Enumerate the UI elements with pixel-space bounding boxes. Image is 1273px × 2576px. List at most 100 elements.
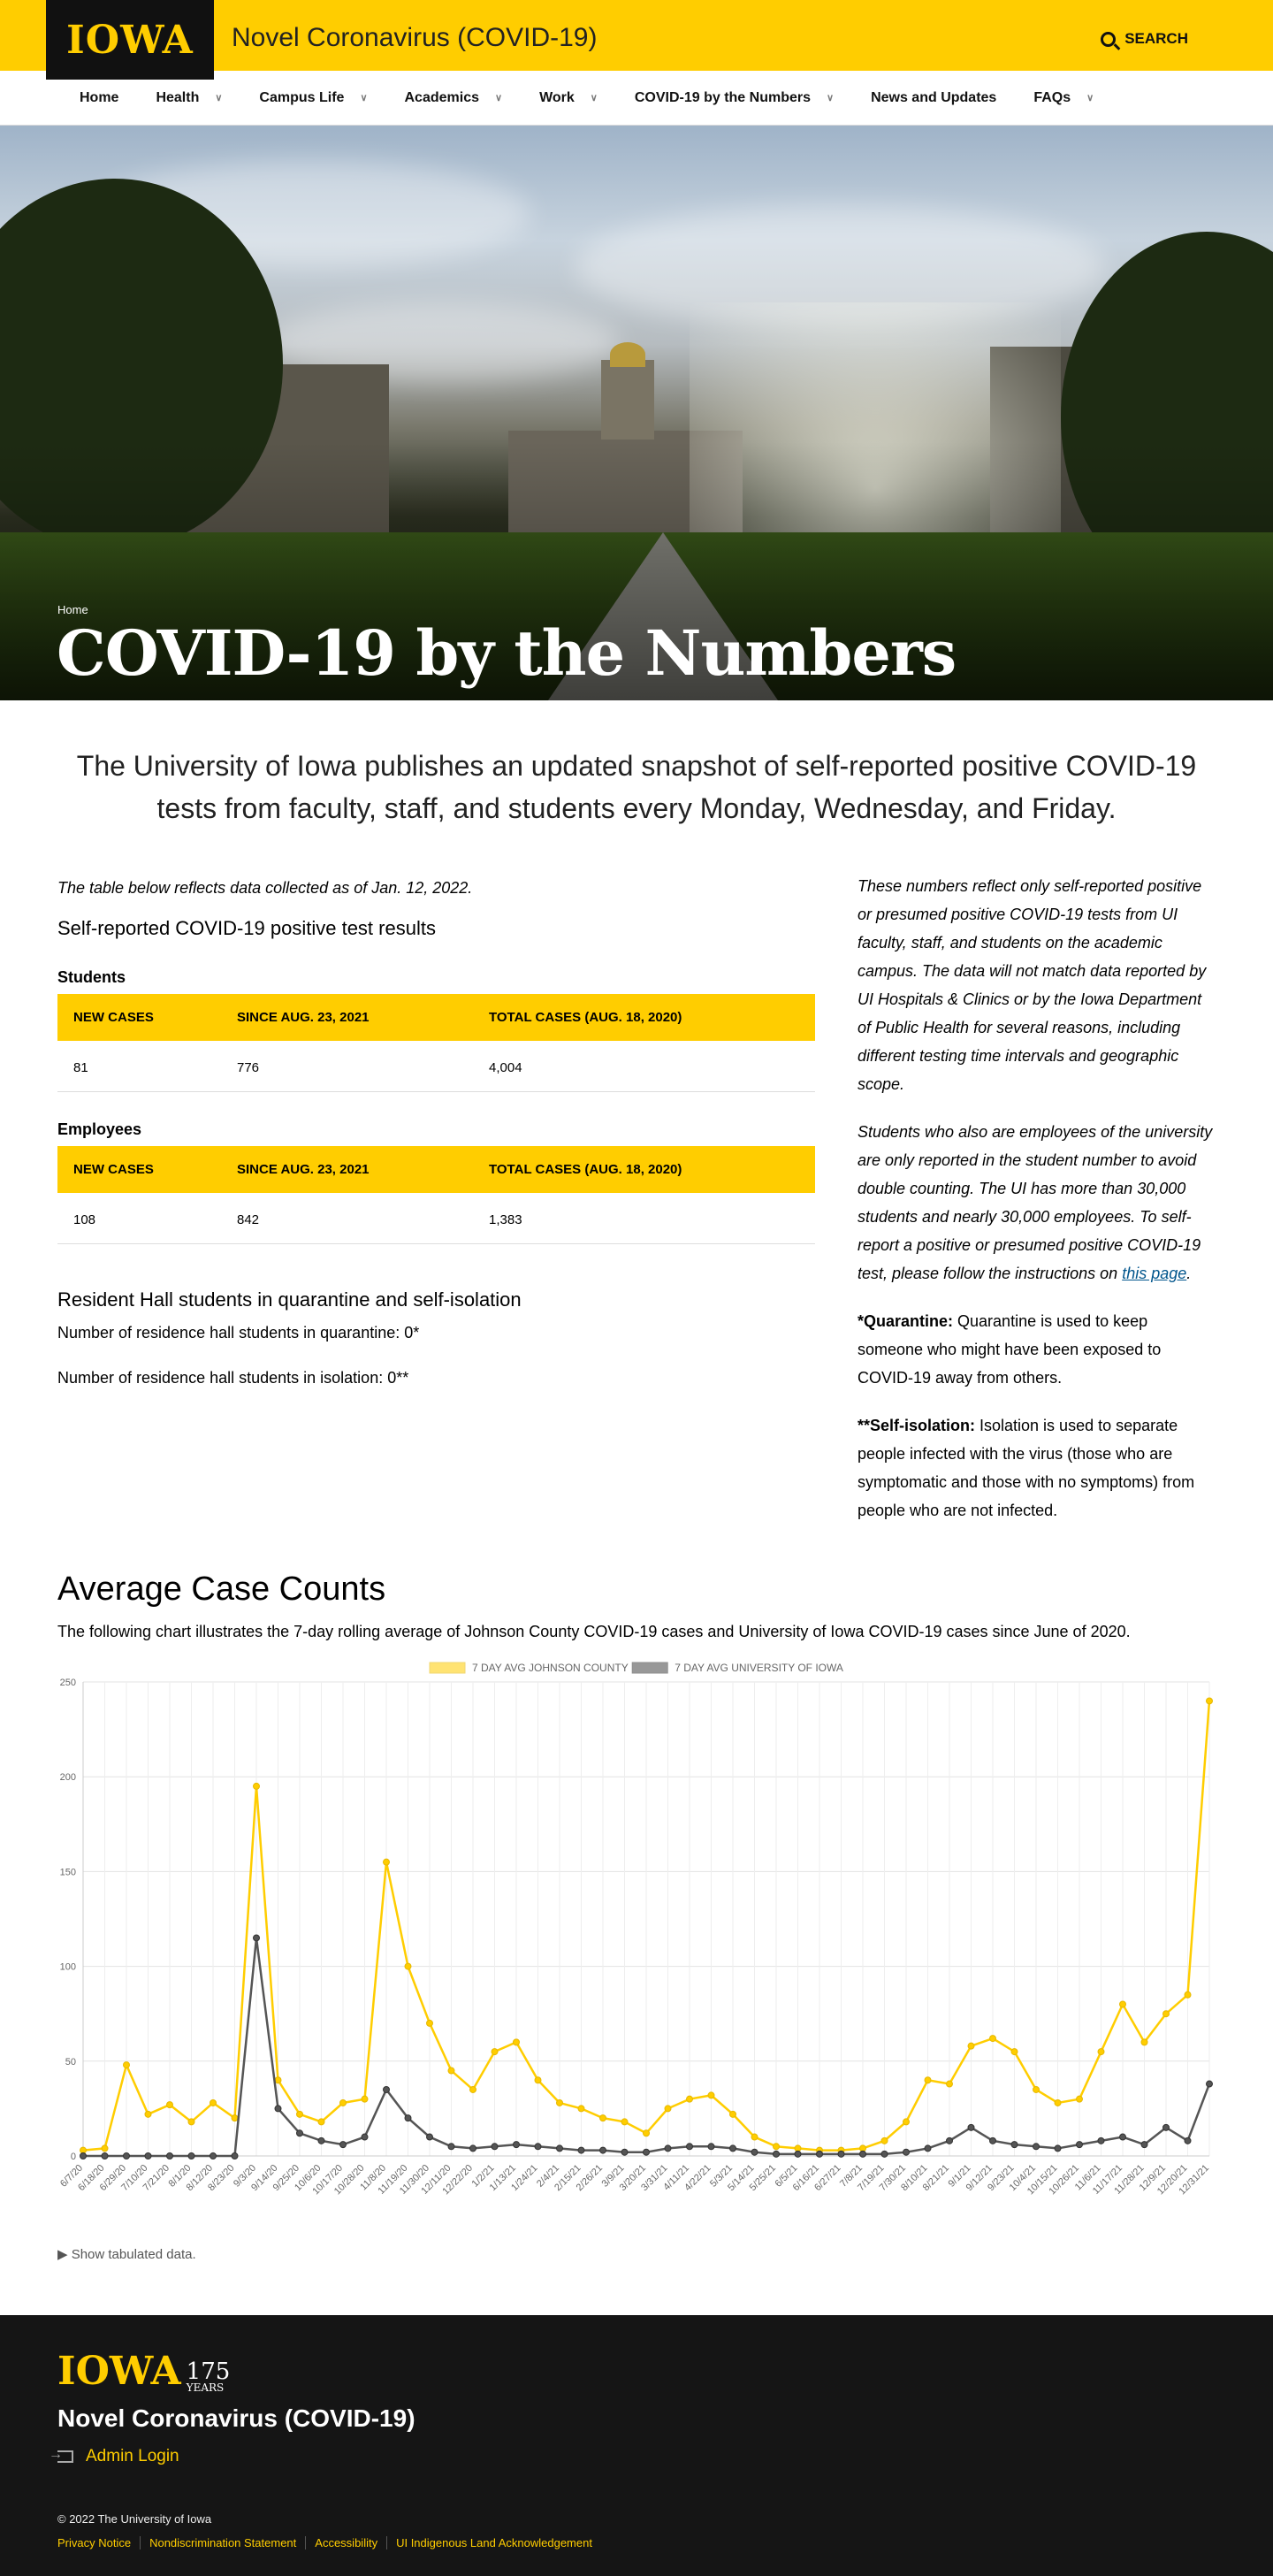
footer-title[interactable]: Novel Coronavirus (COVID-19) bbox=[57, 2404, 415, 2432]
data-point bbox=[751, 2133, 758, 2141]
employees-new-cases: 108 bbox=[57, 1193, 221, 1244]
data-point bbox=[404, 1962, 412, 1970]
quarantine-count: Number of residence hall students in qua… bbox=[57, 1324, 420, 1342]
chevron-down-icon[interactable]: ∨ bbox=[1086, 93, 1094, 103]
footer-link[interactable]: UI Indigenous Land Acknowledgement bbox=[386, 2536, 601, 2549]
intro-text: The University of Iowa publishes an upda… bbox=[76, 750, 1197, 824]
data-point bbox=[1140, 2038, 1148, 2046]
admin-login-link[interactable]: Admin Login bbox=[49, 2447, 1216, 2466]
nav-label: Campus Life bbox=[259, 89, 345, 105]
nav-label: Home bbox=[80, 89, 119, 105]
chevron-down-icon[interactable]: ∨ bbox=[590, 93, 598, 103]
data-point bbox=[1097, 2136, 1105, 2144]
data-point bbox=[773, 2150, 780, 2158]
data-point bbox=[967, 2123, 975, 2131]
data-point bbox=[1206, 1697, 1213, 1705]
data-point bbox=[447, 2067, 455, 2075]
nav-item-work[interactable]: Work ∨ bbox=[539, 90, 598, 106]
data-point bbox=[210, 2098, 217, 2106]
nav-item-health[interactable]: Health ∨ bbox=[156, 90, 222, 106]
data-point bbox=[643, 2129, 650, 2137]
col-since: SINCE AUG. 23, 2021 bbox=[221, 994, 473, 1041]
data-point bbox=[339, 2141, 347, 2149]
data-point bbox=[989, 2035, 996, 2043]
footer-link[interactable]: Accessibility bbox=[305, 2536, 386, 2549]
data-point bbox=[556, 2098, 563, 2106]
data-point bbox=[1054, 2098, 1062, 2106]
quarantine-text: Quarantine is used to keep someone who m… bbox=[858, 1312, 1162, 1387]
data-point bbox=[123, 2061, 130, 2069]
data-point bbox=[101, 2152, 109, 2159]
years-word: YEARS bbox=[186, 2381, 225, 2394]
quarantine-definition: *Quarantine: Quarantine is used to keep … bbox=[858, 1307, 1216, 1392]
data-point bbox=[253, 1934, 260, 1942]
data-point bbox=[231, 2152, 239, 2159]
side-column: These numbers reflect only self-reported… bbox=[858, 872, 1216, 1544]
data-point bbox=[534, 2076, 542, 2084]
iowa-logo[interactable]: IOWA bbox=[46, 0, 214, 80]
data-point bbox=[643, 2148, 650, 2156]
data-point bbox=[707, 2143, 715, 2151]
data-point bbox=[383, 1858, 390, 1866]
results-title: Self-reported COVID-19 positive test res… bbox=[57, 917, 436, 939]
show-data-label: Show tabulated data. bbox=[71, 2247, 196, 2262]
students-total: 4,004 bbox=[473, 1041, 815, 1092]
chevron-down-icon[interactable]: ∨ bbox=[827, 93, 835, 103]
data-point bbox=[1162, 2010, 1170, 2018]
footer-link[interactable]: Nondiscrimination Statement bbox=[140, 2536, 305, 2549]
nav-label: FAQs bbox=[1033, 89, 1071, 105]
students-since: 776 bbox=[221, 1041, 473, 1092]
data-point bbox=[1162, 2123, 1170, 2131]
data-point bbox=[469, 2144, 476, 2152]
data-point bbox=[946, 2136, 953, 2144]
footer-link[interactable]: Privacy Notice bbox=[57, 2536, 132, 2549]
col-new-cases: NEW CASES bbox=[57, 994, 221, 1041]
search-button[interactable]: SEARCH bbox=[1101, 30, 1188, 48]
nav-label: Health bbox=[156, 89, 200, 105]
nav-item-academics[interactable]: Academics ∨ bbox=[405, 90, 503, 106]
copyright: © 2022 The University of Iowa bbox=[57, 2512, 212, 2526]
data-point bbox=[664, 2105, 672, 2113]
legend-swatch-1 bbox=[429, 1662, 466, 1674]
data-point bbox=[599, 2146, 606, 2154]
data-point bbox=[513, 2038, 520, 2046]
data-point bbox=[210, 2152, 217, 2159]
nav-item-home[interactable]: Home bbox=[80, 90, 118, 106]
isolation-label: **Self-isolation: bbox=[858, 1417, 976, 1434]
legend-label-1: 7 DAY AVG JOHNSON COUNTY bbox=[472, 1662, 629, 1674]
nav-label: Academics bbox=[404, 89, 480, 105]
nav-item-campus-life[interactable]: Campus Life ∨ bbox=[259, 90, 367, 106]
employees-title: Employees bbox=[57, 1120, 142, 1138]
nav-item-covid-19-by-the-numbers[interactable]: COVID-19 by the Numbers ∨ bbox=[635, 90, 834, 106]
chevron-down-icon[interactable]: ∨ bbox=[215, 93, 223, 103]
table-header-row: NEW CASES SINCE AUG. 23, 2021 TOTAL CASE… bbox=[57, 994, 815, 1041]
data-point bbox=[599, 2114, 606, 2122]
nav-item-news-and-updates[interactable]: News and Updates bbox=[871, 90, 996, 106]
data-point bbox=[773, 2143, 780, 2151]
data-point bbox=[1010, 2048, 1018, 2056]
data-point bbox=[1076, 2095, 1083, 2103]
data-point bbox=[794, 2150, 802, 2158]
y-tick-label: 50 bbox=[65, 2057, 76, 2068]
show-data-toggle[interactable]: ▶ Show tabulated data. bbox=[57, 2247, 196, 2262]
data-point bbox=[1184, 2136, 1192, 2144]
y-tick-label: 0 bbox=[71, 2152, 76, 2162]
chevron-down-icon[interactable]: ∨ bbox=[360, 93, 368, 103]
data-point bbox=[837, 2150, 845, 2158]
y-tick-label: 100 bbox=[60, 1962, 76, 1973]
breadcrumb-home[interactable]: Home bbox=[57, 603, 88, 616]
site-title[interactable]: Novel Coronavirus (COVID-19) bbox=[232, 23, 598, 52]
this-page-link[interactable]: this page bbox=[1122, 1265, 1187, 1282]
data-point bbox=[664, 2144, 672, 2152]
legend-label-2: 7 DAY AVG UNIVERSITY OF IOWA bbox=[675, 1662, 843, 1674]
footer-logo[interactable]: IOWA 175 YEARS bbox=[57, 2349, 1216, 2394]
data-point bbox=[880, 2136, 888, 2144]
col-new-cases: NEW CASES bbox=[57, 1146, 221, 1193]
data-point bbox=[621, 2118, 629, 2126]
data-point bbox=[1097, 2048, 1105, 2056]
chevron-down-icon[interactable]: ∨ bbox=[495, 93, 503, 103]
data-point bbox=[556, 2144, 563, 2152]
nav-item-faqs[interactable]: FAQs ∨ bbox=[1033, 90, 1094, 106]
nav-label: News and Updates bbox=[871, 89, 997, 105]
data-point bbox=[144, 2152, 152, 2159]
